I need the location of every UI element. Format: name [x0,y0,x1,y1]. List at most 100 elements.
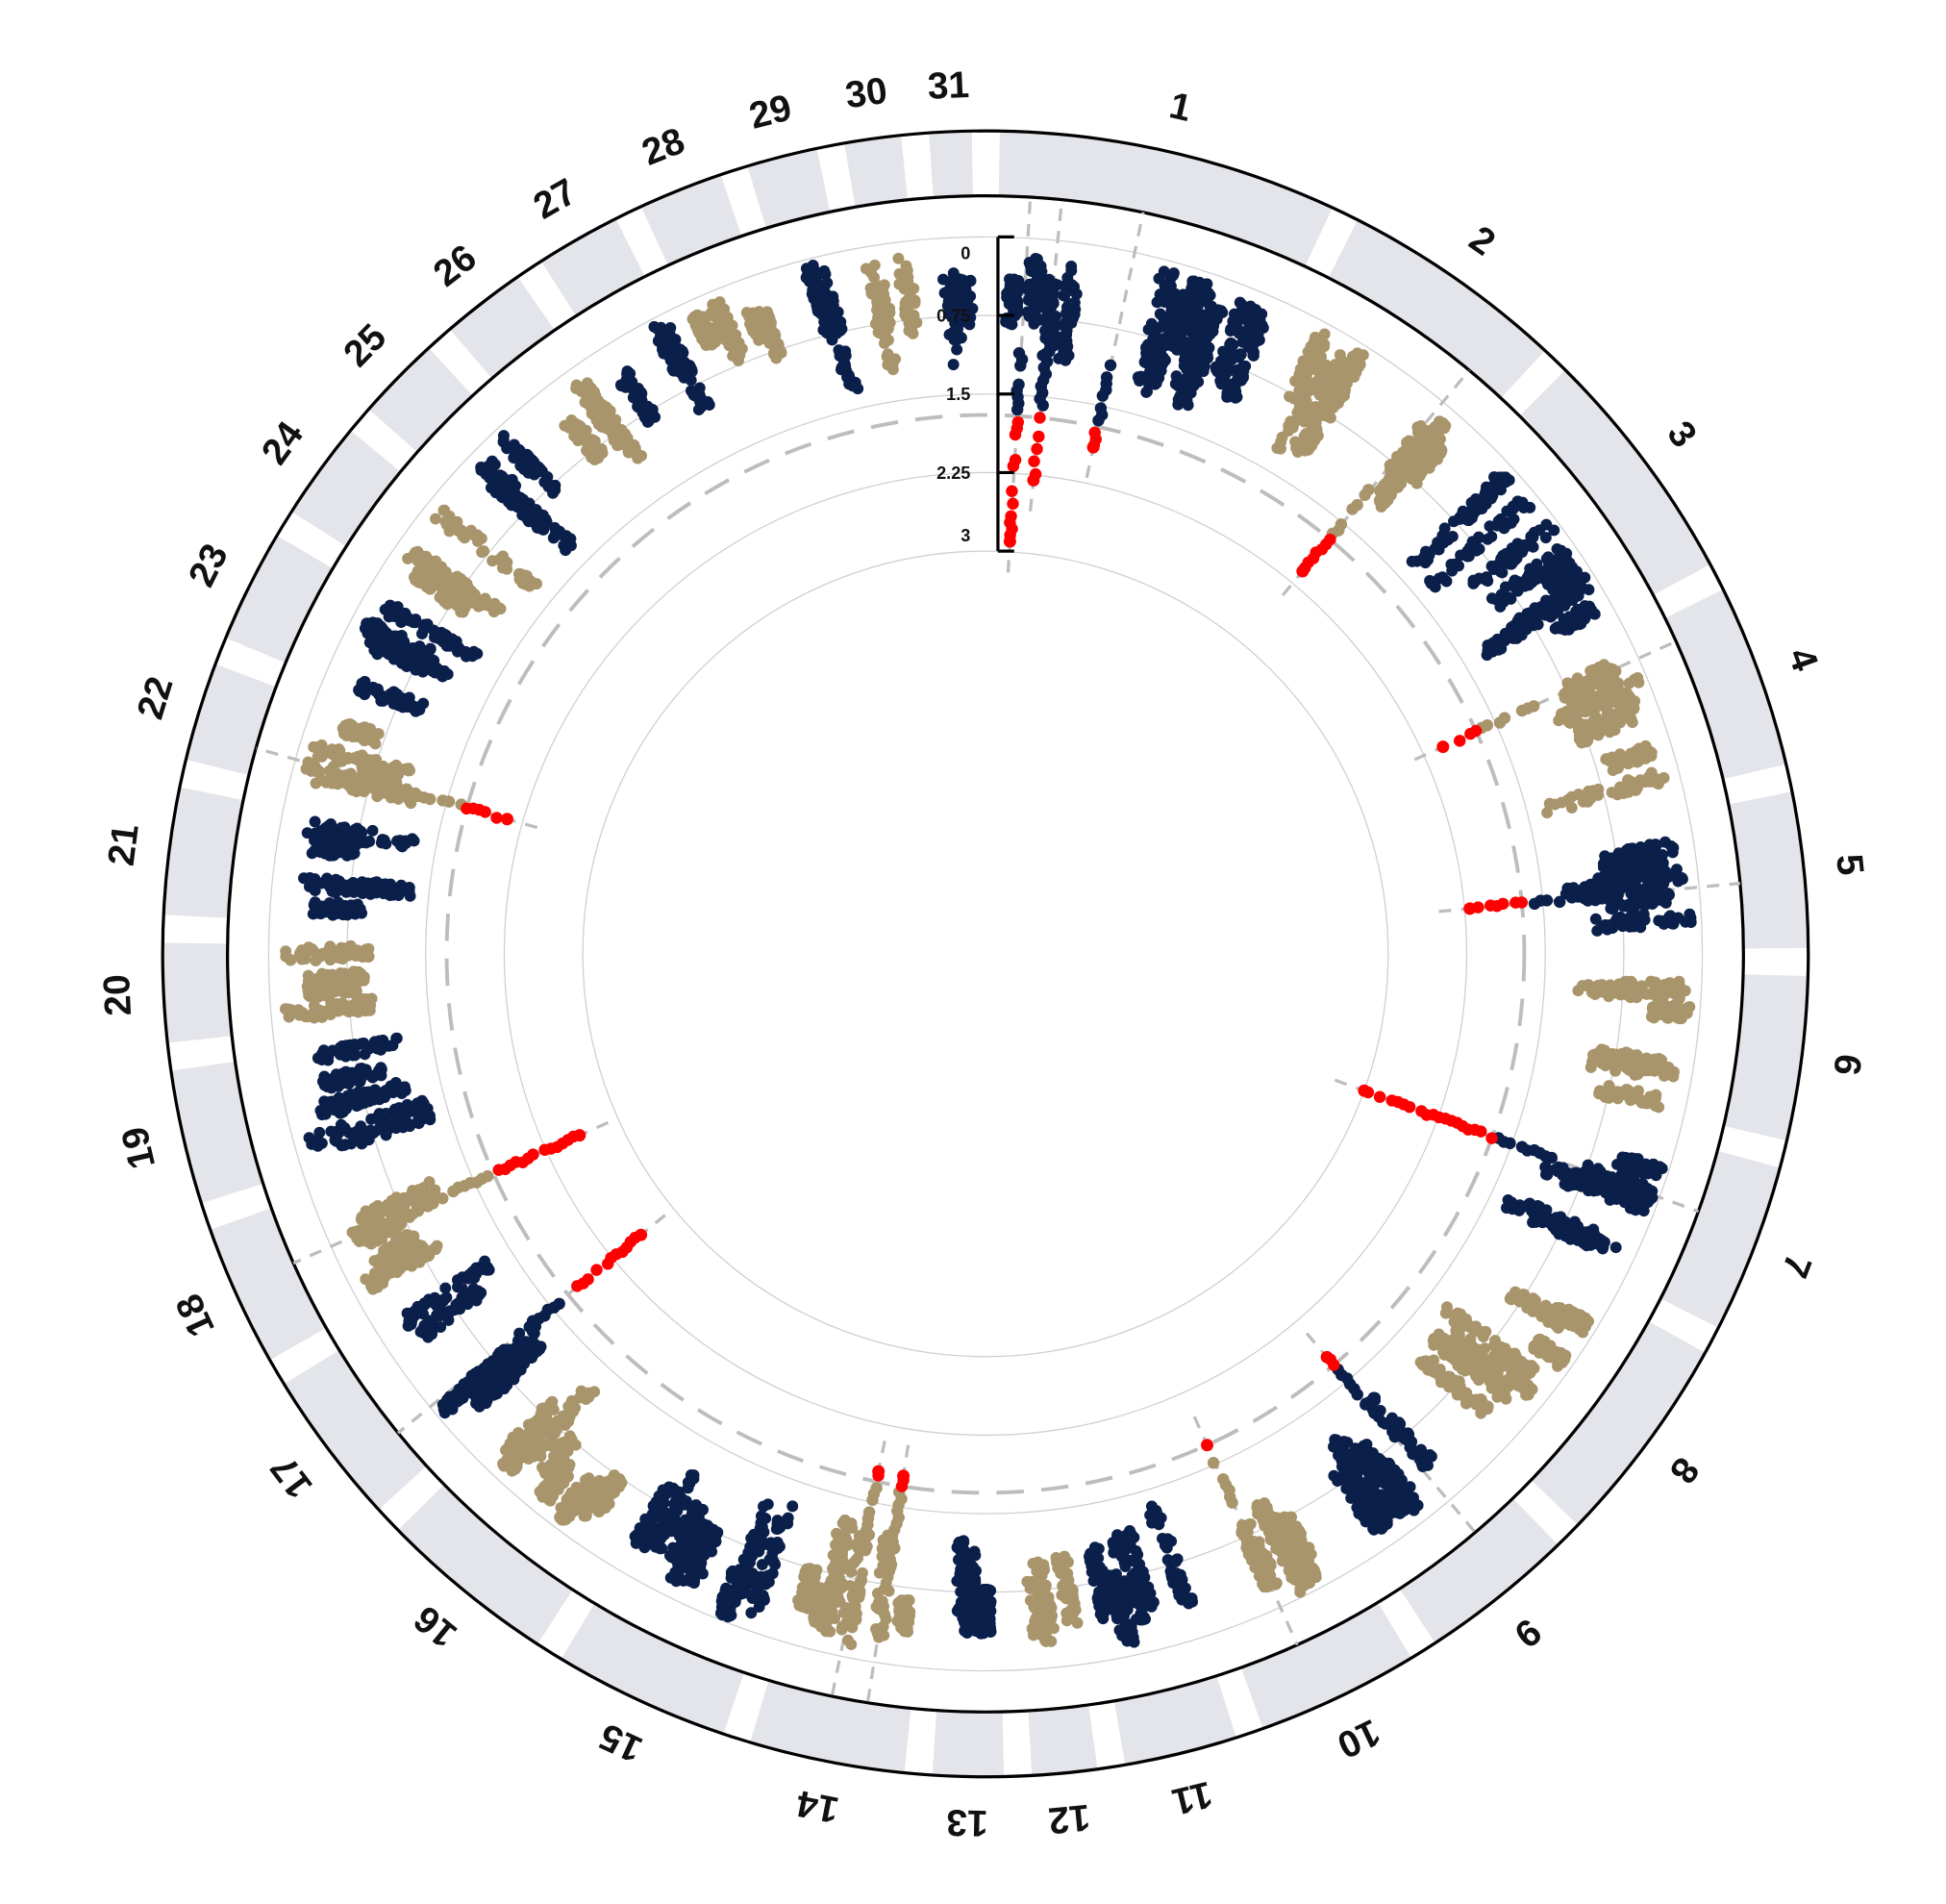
data-point [1348,371,1360,383]
data-point [1293,1524,1306,1537]
data-point [1217,345,1230,358]
data-point [1165,330,1178,342]
data-point [1494,600,1507,613]
data-point [871,1627,884,1639]
data-point [1411,421,1424,434]
data-point [1393,1416,1406,1429]
data-point [1470,1320,1483,1333]
data-point [1186,275,1199,288]
data-points [279,252,1697,1650]
data-point [1368,1458,1381,1470]
data-point [1594,1165,1607,1178]
data-point [1036,1629,1049,1641]
data-point [1298,405,1310,417]
data-point [659,1528,671,1541]
data-point [1429,581,1441,593]
data-point [1429,438,1441,451]
data-point [1247,349,1260,362]
data-point [1046,289,1059,302]
data-point [1322,367,1335,380]
outer-ring-border [161,129,1810,1779]
data-point [1388,1431,1401,1443]
data-point [1396,1489,1409,1501]
chromosome-segment-23 [225,535,334,664]
data-point [1461,550,1474,563]
data-point [1176,392,1188,405]
data-point [1560,614,1573,626]
data-point [982,1589,994,1601]
data-point [1330,383,1342,395]
data-point [1275,442,1286,455]
data-point [1606,787,1618,798]
data-point [1623,677,1635,689]
data-point [757,1514,769,1526]
data-point [1104,1596,1116,1609]
data-point [1111,1613,1123,1625]
data-point [1643,770,1656,783]
data-point [820,1617,833,1629]
data-point [1634,751,1646,764]
data-point [1044,278,1057,290]
hit-guide-line [1192,1415,1299,1646]
chromosome-segment-15 [561,1603,744,1735]
data-point [1460,1389,1472,1401]
grid-circle [582,550,1389,1358]
data-point [1173,313,1185,325]
data-point [1658,979,1670,991]
data-point [963,1585,976,1597]
data-point [1612,1058,1625,1070]
data-point [1640,988,1653,1000]
data-point [954,1571,966,1584]
data-point [1674,988,1686,1000]
data-point [1302,1570,1314,1583]
data-point [961,1551,973,1564]
data-point [1582,795,1594,808]
data-point [1522,608,1534,620]
data-point [875,1566,887,1578]
data-point [1266,1528,1279,1541]
data-point [761,1498,774,1511]
data-point [1417,552,1430,564]
data-point [1239,360,1252,372]
data-point [1305,1548,1317,1561]
data-point [1065,317,1078,329]
data-point [1564,588,1577,600]
data-point [1657,857,1669,869]
data-point [1611,714,1624,726]
data-point [1513,619,1526,632]
data-point [1582,1159,1594,1171]
data-point [1171,343,1184,356]
chromosome-segment-31 [929,131,973,198]
chromosome-segment-20 [162,942,233,1043]
data-point [1460,1313,1472,1325]
data-point [1299,438,1311,450]
chromosome-segment-7 [1660,1150,1781,1328]
data-point [1233,351,1245,363]
data-point [1128,1636,1140,1648]
data-point [1662,1012,1675,1024]
data-point [1628,703,1640,715]
data-point [1404,460,1416,472]
data-point [1559,1222,1572,1235]
data-point [1604,919,1616,932]
data-point [1147,333,1160,345]
data-point [1134,375,1146,387]
data-point [1443,1340,1456,1353]
data-point [1068,296,1081,309]
data-point [1239,305,1252,316]
data-point [1051,1553,1063,1566]
data-point [1065,264,1078,277]
chromosome-segment-2 [1328,219,1545,398]
chromosome-segment-11 [1113,1675,1236,1766]
data-point [797,1590,810,1602]
data-point [1187,341,1200,354]
data-point [1485,531,1498,543]
data-point [1617,900,1630,913]
chromosome-segment-9 [1399,1498,1559,1643]
data-point [857,1566,868,1579]
data-point [1227,338,1239,351]
data-point [1593,1088,1606,1100]
data-point [1428,1339,1440,1351]
data-point [1233,313,1245,326]
data-point [1496,566,1509,579]
